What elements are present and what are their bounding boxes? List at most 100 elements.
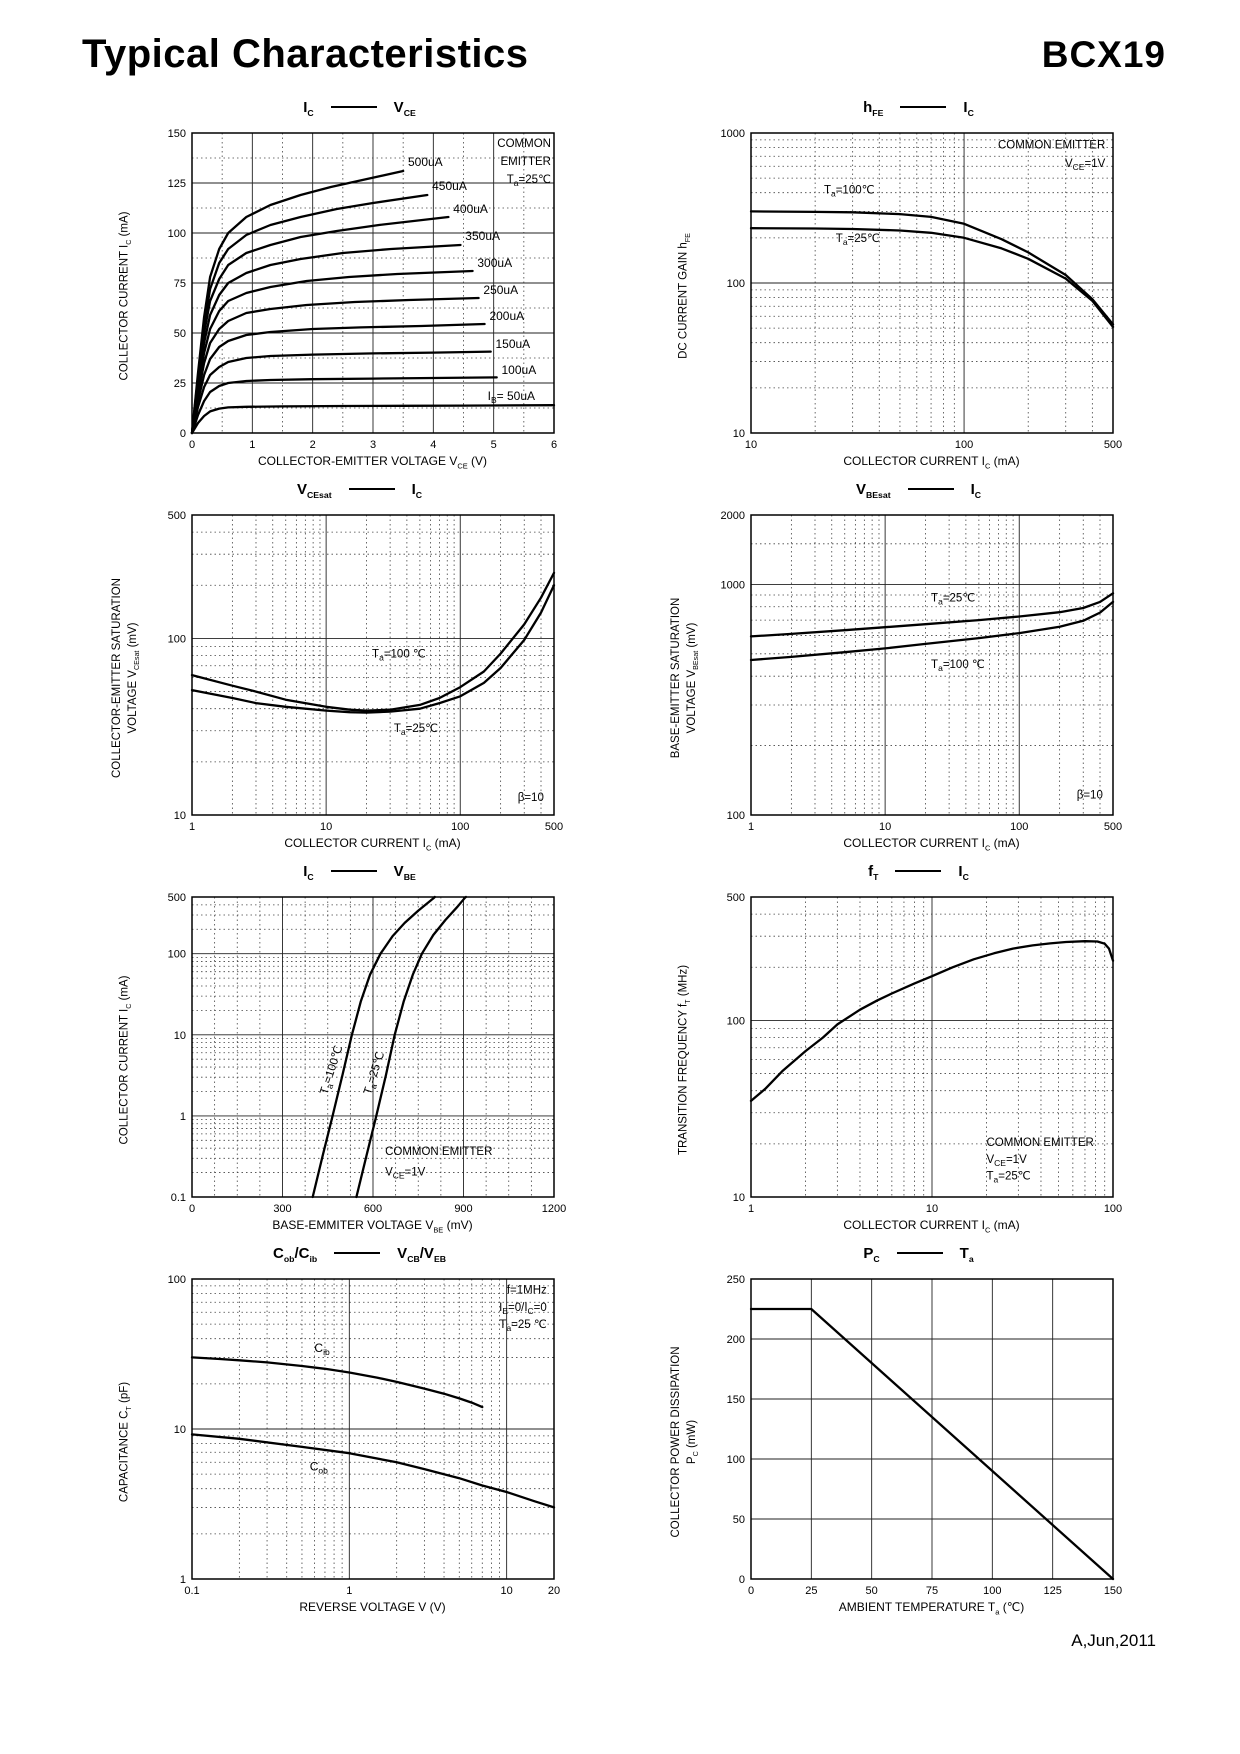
ft-ic-title: fT IC: [868, 863, 969, 882]
x-tick-label: 4: [430, 439, 436, 451]
major-gridlines: [191, 133, 554, 433]
revision-note: A,Jun,2011: [1071, 1631, 1156, 1650]
annotation: Ta=25℃: [362, 1050, 389, 1096]
annotation: Ta=100 ℃: [372, 648, 426, 662]
annotation: β=10: [517, 792, 543, 804]
annotation: VCE=1V: [1065, 158, 1106, 172]
x-tick-label: 10: [500, 1585, 512, 1597]
series-label-IB=350uA: 350uA: [465, 229, 500, 243]
x-tick-label: 5: [490, 439, 496, 451]
product-name: BCX19: [1041, 34, 1166, 75]
x-tick-label: 500: [1103, 821, 1121, 833]
y-tick-label: 1000: [720, 579, 744, 591]
x-tick-label: 75: [925, 1585, 937, 1597]
x-tick-label: 100: [451, 821, 469, 833]
series-Ta=100C: [749, 600, 1114, 662]
c-v-y-axis-label: CAPACITANCE CT (pF): [118, 1381, 133, 1503]
pc-ta-x-axis-label: AMBIENT TEMPERATURE Ta (℃): [838, 1600, 1025, 1617]
hfe-ic-body: DC CURRENT GAIN hFE 10 100 500 10 100 1000 COMM…: [665, 121, 1143, 471]
title-dash: [907, 488, 954, 490]
vcesat-ic-title: VCEsat IC: [296, 481, 423, 500]
ic-vce-y-axis-label: COLLECTOR CURRENT IC (mA): [118, 211, 133, 381]
pc-ta-title: PC Ta: [863, 1245, 974, 1264]
chart-ic-vce: IC VCE COLLECTOR CURRENT IC (mA) 0 1 2 3 4 5 6 0 25…: [106, 99, 584, 471]
tick-labels: 0 25 50 75 100 125 150 0 50 100 150 200 250: [726, 1274, 1122, 1597]
x-tick-label: 1: [747, 821, 753, 833]
y-tick-label: 100: [726, 278, 744, 290]
series-label-IB=400uA: 400uA: [453, 202, 488, 216]
plot-border: [749, 514, 1114, 816]
series-Ta=100C: [311, 895, 436, 1199]
plot-border: [190, 896, 555, 1198]
major-gridlines: [191, 515, 554, 815]
annotation: Ta=25℃: [931, 592, 975, 606]
annotation: EMITTER: [500, 156, 550, 168]
chart-hfe-ic: hFE IC DC CURRENT GAIN hFE 10 100 500 10 100 100…: [665, 99, 1143, 471]
y-tick-label: 500: [167, 892, 185, 904]
x-tick-label: 900: [454, 1203, 472, 1215]
series-label-IB=450uA: 450uA: [432, 179, 467, 193]
vcesat-ic-y-axis-label: COLLECTOR-EMITTER SATURATION VOLTAGE VCEs…: [110, 578, 141, 778]
annotation: Ta=100℃: [823, 185, 874, 199]
vbesat-ic-x-axis-label: COLLECTOR CURRENT IC (mA): [843, 836, 1020, 853]
y-tick-label: 0: [179, 428, 185, 440]
annotation: Ta=25℃: [393, 723, 437, 737]
annotation: Ta=100 ℃: [931, 659, 985, 673]
x-tick-label: 1: [747, 1203, 753, 1215]
y-tick-label: 1000: [720, 128, 744, 140]
x-tick-label: 10: [320, 821, 332, 833]
hfe-ic-plot: 10 100 500 10 100 1000 COMMON EMITTER VCE=1V Ta=…: [720, 128, 1122, 451]
major-gridlines: [191, 897, 554, 1197]
y-tick-label: 100: [726, 1454, 744, 1466]
y-tick-label: 150: [167, 128, 185, 140]
annotation: COMMON EMITTER: [986, 1137, 1093, 1149]
page-title: Typical Characteristics: [82, 32, 529, 76]
c-v-title: Cob/Cib VCB/VEB: [272, 1245, 447, 1264]
y-tick-label: 1: [179, 1574, 185, 1586]
plot-border: [749, 896, 1114, 1198]
y-tick-label: 10: [732, 428, 744, 440]
chart-pc-ta: PC Ta COLLECTOR POWER DISSIPATION PC (mW) 0 2…: [665, 1245, 1143, 1617]
y-tick-label: 50: [173, 328, 185, 340]
x-tick-label: 0: [747, 1585, 753, 1597]
series-Ta=25C: [190, 584, 555, 714]
y-tick-label: 10: [173, 1424, 185, 1436]
x-tick-label: 50: [865, 1585, 877, 1597]
x-tick-label: 2: [309, 439, 315, 451]
series-Ta=25C: [354, 895, 467, 1199]
vcesat-ic-x-axis-label: COLLECTOR CURRENT IC (mA): [284, 836, 461, 853]
x-tick-label: 1: [188, 821, 194, 833]
y-tick-label: 200: [726, 1334, 744, 1346]
ic-vce-plot: 0 1 2 3 4 5 6 0 25 50 75 100 125 150 500uA 450uA 400uA 35…: [167, 128, 556, 451]
annotation: Ta=25℃: [506, 174, 550, 188]
y-tick-label: 50: [732, 1514, 744, 1526]
chart-ic-vbe: IC VBE COLLECTOR CURRENT IC (mA) 0 300 600 900…: [106, 863, 584, 1235]
y-tick-label: 100: [726, 810, 744, 822]
y-tick-label: 10: [732, 1192, 744, 1204]
series-label-Cob: Cob: [309, 1459, 327, 1475]
y-tick-label: 100: [167, 228, 185, 240]
y-tick-label: 0: [738, 1574, 744, 1586]
y-tick-label: 75: [173, 278, 185, 290]
x-tick-label: 100: [983, 1585, 1001, 1597]
x-tick-label: 1200: [541, 1203, 565, 1215]
pc-ta-body: COLLECTOR POWER DISSIPATION PC (mW) 0 25 50 7…: [665, 1267, 1143, 1617]
series-label-IB=250uA: 250uA: [483, 283, 518, 297]
y-tick-label: 2000: [720, 510, 744, 522]
annotation: VCE=1V: [986, 1154, 1027, 1168]
x-tick-label: 600: [363, 1203, 381, 1215]
x-tick-label: 100: [1010, 821, 1028, 833]
chart-ft-ic: fT IC TRANSITION FREQUENCY fT (MHz) 1 10 100 1…: [665, 863, 1143, 1235]
x-tick-label: 1: [346, 1585, 352, 1597]
x-tick-label: 0: [188, 1203, 194, 1215]
tick-labels: 0 1 2 3 4 5 6 0 25 50 75 100 125 150: [167, 128, 556, 451]
chart-cob-cib: Cob/Cib VCB/VEB CAPACITANCE CT (pF) 0.1 1 10 2…: [106, 1245, 584, 1617]
y-tick-label: 100: [167, 949, 185, 961]
annotation: COMMON: [497, 138, 551, 150]
x-tick-label: 300: [273, 1203, 291, 1215]
series-label-IB=300uA: 300uA: [477, 256, 512, 270]
series-fT: [749, 940, 1114, 1103]
